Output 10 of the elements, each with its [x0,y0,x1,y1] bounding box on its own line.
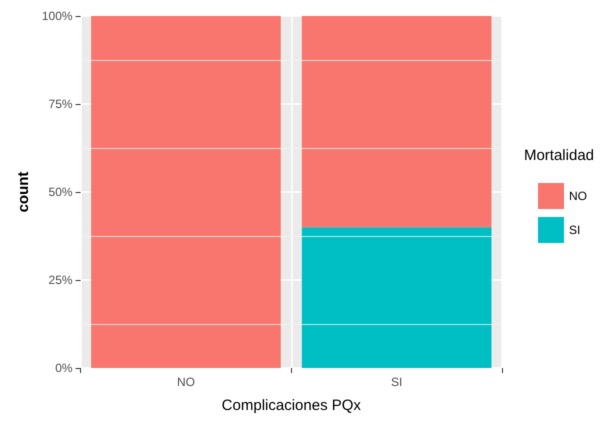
y-tick-label: 0% [55,361,73,375]
legend-title: Mortalidad [524,147,594,164]
x-axis-title: Complicaciones PQx [222,397,362,414]
y-axis-title: count [15,172,32,212]
legend-label: NO [569,189,587,203]
y-tick-label: 50% [48,185,73,199]
y-tick-label: 100% [42,9,73,23]
legend-label: SI [569,223,580,237]
y-tick-label: 75% [48,97,73,111]
y-tick-label: 25% [48,273,73,287]
